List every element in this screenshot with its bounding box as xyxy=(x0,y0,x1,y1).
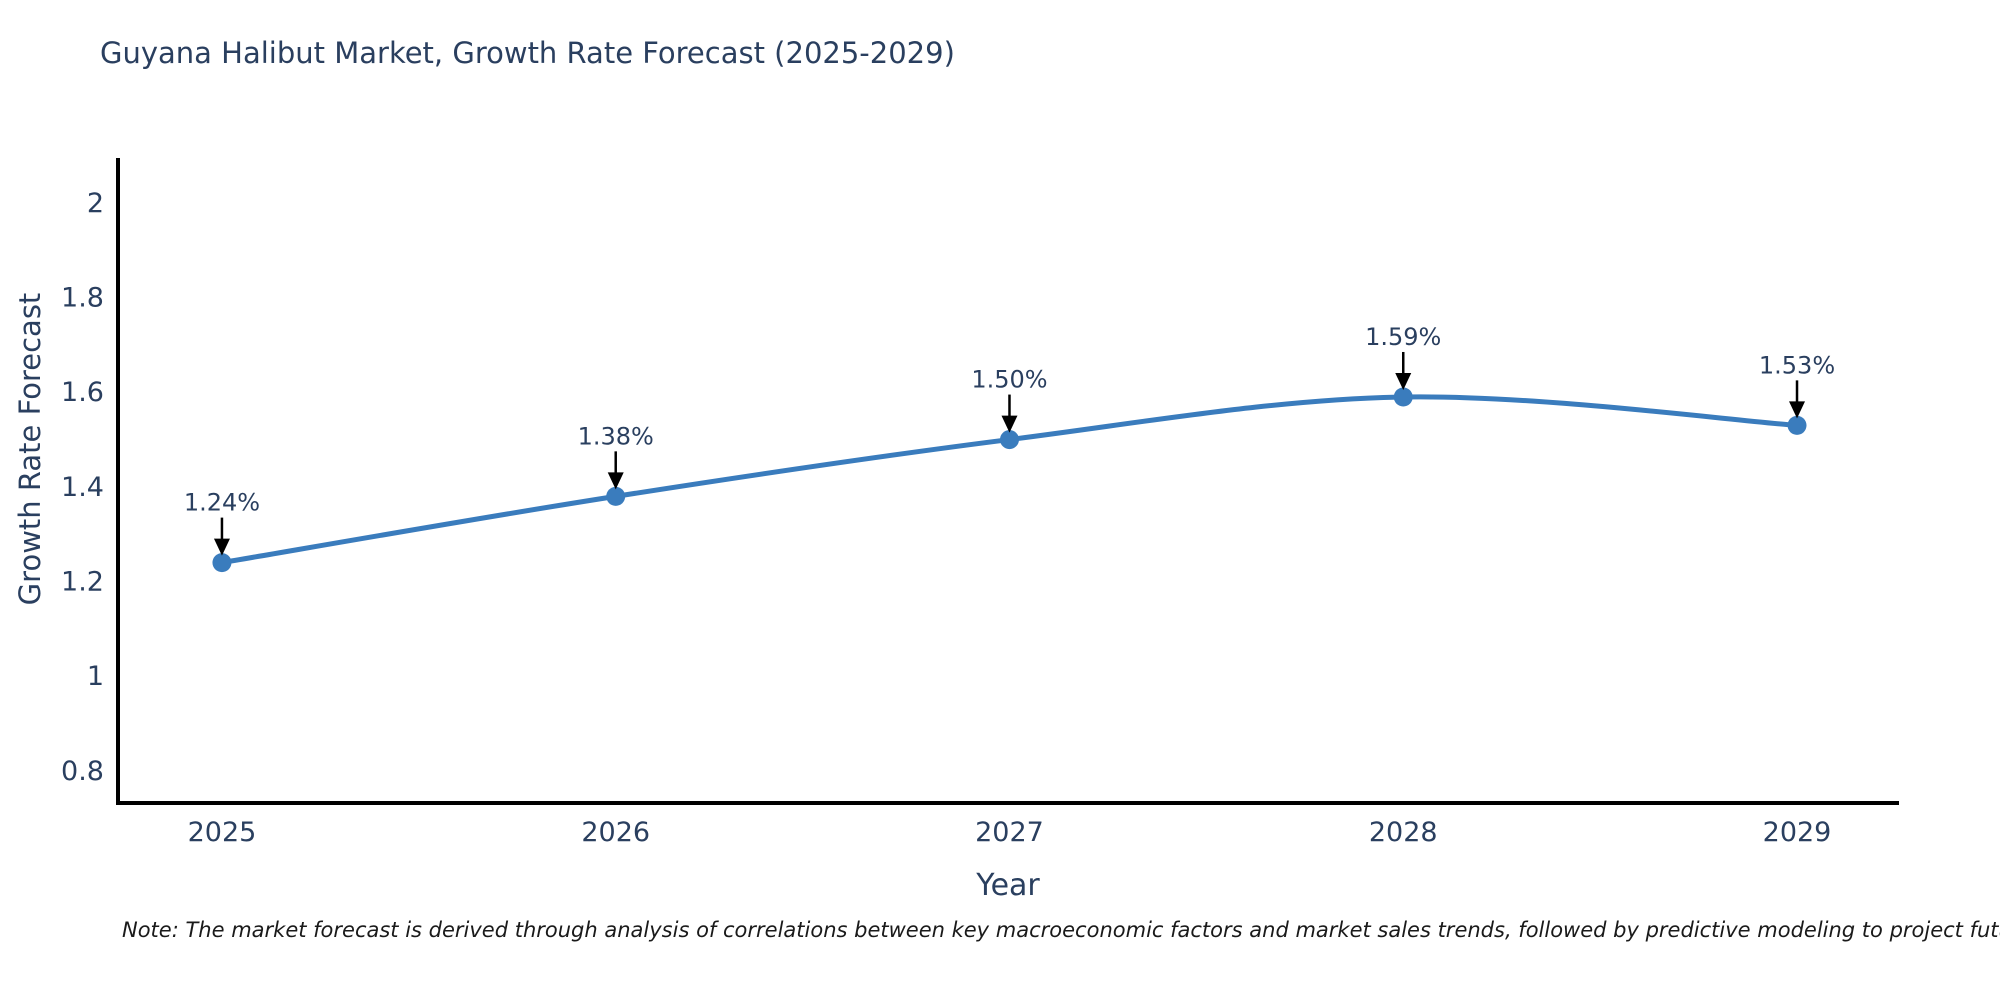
x-tick-label: 2025 xyxy=(188,817,257,848)
data-point-marker xyxy=(212,553,232,573)
data-point-label: 1.53% xyxy=(1759,351,1835,379)
y-tick-label: 1.4 xyxy=(61,472,104,503)
data-point-label: 1.50% xyxy=(971,366,1047,394)
x-tick-label: 2029 xyxy=(1763,817,1832,848)
data-point-label: 1.38% xyxy=(578,422,654,450)
footnote: Note: The market forecast is derived thr… xyxy=(122,918,2000,942)
data-point-marker xyxy=(999,430,1019,450)
y-tick-label: 1.6 xyxy=(61,377,104,408)
chart-title: Guyana Halibut Market, Growth Rate Forec… xyxy=(100,36,955,70)
annotation-arrow-head xyxy=(607,472,624,490)
annotation-arrow-head xyxy=(1001,415,1018,433)
data-point-marker xyxy=(606,486,626,506)
data-point-label: 1.59% xyxy=(1365,323,1441,351)
y-tick-label: 1.2 xyxy=(61,567,104,598)
y-axis-title: Growth Rate Forecast xyxy=(13,292,47,606)
x-tick-label: 2027 xyxy=(975,817,1044,848)
y-tick-label: 0.8 xyxy=(61,756,104,787)
data-point-marker xyxy=(1787,415,1807,435)
y-tick-label: 1.8 xyxy=(61,283,104,314)
data-point-label: 1.24% xyxy=(184,489,260,517)
annotation-arrow-head xyxy=(1789,401,1806,419)
annotation-arrow-head xyxy=(1395,372,1412,390)
x-tick-label: 2026 xyxy=(581,817,650,848)
x-axis-title: Year xyxy=(976,868,1040,903)
x-tick-label: 2028 xyxy=(1369,817,1438,848)
data-point-marker xyxy=(1393,387,1413,407)
annotation-arrow-head xyxy=(213,538,230,556)
y-tick-label: 1 xyxy=(87,661,104,692)
y-tick-label: 2 xyxy=(87,188,104,219)
